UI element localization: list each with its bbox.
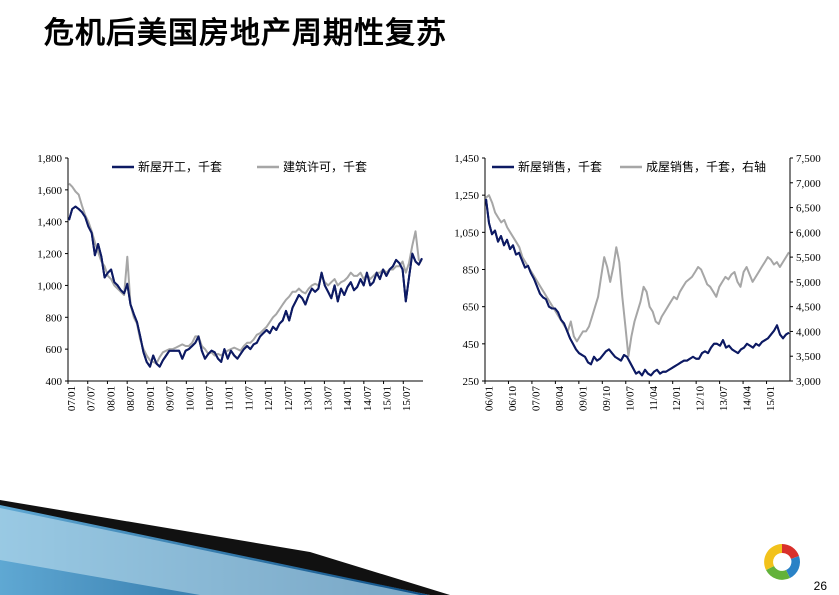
x-tick-label: 06/01 [484,386,496,411]
x-tick-label: 06/10 [507,386,519,412]
x-tick-label: 11/01 [224,386,236,411]
y-tick-label: 1,800 [37,153,62,165]
x-tick-label: 08/01 [105,386,117,411]
x-tick-label: 10/07 [204,386,216,412]
series-line-2 [68,182,423,365]
y2-tick-label: 4,000 [796,326,821,338]
x-tick-label: 14/07 [362,386,374,412]
series-line-1-top [485,198,790,377]
x-tick-label: 13/07 [322,386,334,412]
x-tick-label: 09/01 [577,386,589,411]
x-tick-label: 10/01 [184,386,196,411]
swoosh-dark [0,500,450,595]
series-line-2 [485,194,790,358]
company-logo-icon [764,544,800,580]
x-tick-label: 09/01 [145,386,157,411]
x-tick-label: 14/01 [342,386,354,411]
y2-tick-label: 4,500 [796,302,821,314]
x-tick-label: 08/04 [554,386,566,412]
x-tick-label: 13/07 [718,386,730,412]
x-tick-label: 12/07 [283,386,295,412]
y-tick-label: 1,250 [454,190,479,202]
x-tick-label: 09/10 [601,386,613,412]
slide-title: 危机后美国房地产周期性复苏 [44,16,447,51]
x-tick-label: 14/04 [742,386,754,412]
x-tick-label: 08/07 [125,386,137,412]
y-tick-label: 400 [46,376,63,388]
y-tick-label: 850 [463,265,480,277]
y2-tick-label: 6,500 [796,203,821,215]
x-tick-label: 15/01 [382,386,394,411]
y-tick-label: 1,400 [37,217,62,229]
x-tick-label: 15/07 [401,386,413,412]
x-tick-label: 12/01 [671,386,683,411]
y-tick-label: 1,200 [37,249,62,261]
x-tick-label: 12/01 [263,386,275,411]
y-tick-label: 250 [463,376,480,388]
x-tick-label: 11/07 [243,386,255,411]
x-tick-label: 12/10 [695,386,707,412]
y-tick-label: 600 [46,344,63,356]
x-tick-label: 11/04 [648,386,660,411]
y2-tick-label: 7,500 [796,153,821,165]
y2-tick-label: 5,000 [796,277,821,289]
y-tick-label: 1,050 [454,227,479,239]
y-tick-label: 450 [463,339,480,351]
y-tick-label: 1,450 [454,153,479,165]
series-line-1-top [68,205,423,368]
y2-tick-label: 7,000 [796,178,821,190]
x-tick-label: 15/01 [765,386,777,411]
x-tick-label: 07/07 [530,386,542,412]
x-tick-label: 07/01 [66,386,78,411]
y2-tick-label: 5,500 [796,252,821,264]
x-tick-label: 13/01 [303,386,315,411]
y-tick-label: 1,600 [37,185,62,197]
x-tick-label: 09/07 [165,386,177,412]
y-tick-label: 650 [463,302,480,314]
chart-home-sales: 1,450 1,250 1,050 850 650 450 250 7,500 7,000 6,5… [454,153,821,412]
page-number: 26 [813,579,827,593]
x-tick-label: 07/07 [86,386,98,412]
y2-tick-label: 6,000 [796,227,821,239]
x-tick-label: 10/07 [624,386,636,412]
swoosh-light [0,508,420,595]
y-tick-label: 800 [46,312,63,324]
legend-label-2: 成屋销售，千套，右轴 [646,159,766,174]
legend-label-1: 新屋开工，千套 [138,159,222,174]
y-tick-label: 1,000 [37,280,62,292]
legend-label-2: 建筑许可，千套 [283,159,367,174]
y2-tick-label: 3,500 [796,351,821,363]
legend-label-1: 新屋销售，千套 [518,159,602,174]
series-line-1 [68,205,423,368]
y2-tick-label: 3,000 [796,376,821,388]
